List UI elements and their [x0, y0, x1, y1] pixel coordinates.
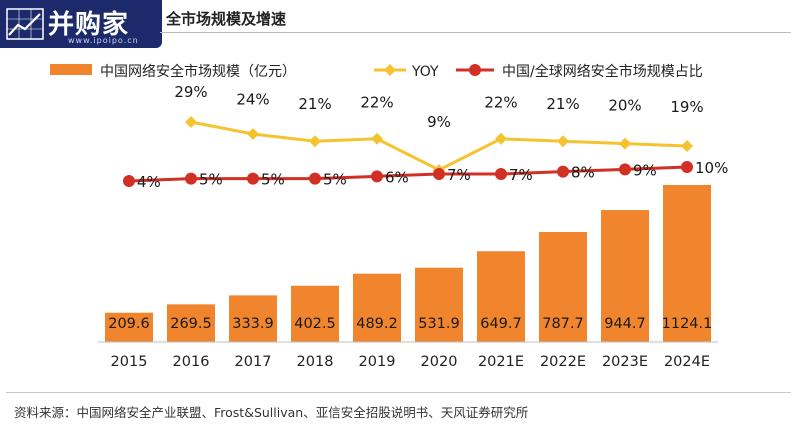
bar-value-label: 787.7	[542, 316, 584, 332]
share-marker	[185, 172, 197, 185]
share-value-label: 10%	[695, 159, 728, 177]
share-value-label: 9%	[633, 161, 657, 179]
yoy-marker	[371, 132, 383, 145]
share-marker	[371, 170, 383, 183]
bar	[415, 267, 463, 342]
yoy-marker	[557, 135, 569, 148]
x-tick-label: 2020	[421, 354, 458, 370]
share-value-label: 5%	[323, 171, 347, 189]
bar-value-label: 944.7	[604, 316, 646, 332]
bar	[353, 273, 401, 342]
yoy-value-label: 20%	[608, 96, 641, 114]
bar-value-label: 269.5	[170, 316, 212, 332]
legend-label-yoy: YOY	[411, 64, 439, 80]
logo-url: www.ipoipo.cn	[68, 36, 139, 45]
brand-logo: 并购家 www.ipoipo.cn	[0, 0, 162, 48]
yoy-marker	[495, 132, 507, 145]
bar-value-label: 649.7	[480, 316, 522, 332]
x-tick-label: 2022E	[540, 354, 586, 370]
bar-value-label: 333.9	[232, 316, 274, 332]
yoy-value-label: 9%	[427, 113, 451, 131]
share-value-label: 4%	[137, 173, 161, 191]
legend: 中国网络安全市场规模（亿元） YOY 中国/全球网络安全市场规模占比	[50, 63, 703, 80]
bar	[229, 295, 277, 342]
yoy-marker	[619, 137, 631, 150]
source-note: 资料来源：中国网络安全产业联盟、Frost&Sullivan、亚信安全招股说明书…	[14, 405, 529, 420]
legend-marker-share	[469, 64, 481, 76]
bar	[105, 312, 153, 342]
share-value-label: 5%	[261, 171, 285, 189]
legend-label-share: 中国/全球网络安全市场规模占比	[502, 63, 703, 80]
x-tick-label: 2024E	[664, 354, 710, 370]
legend-marker-yoy	[384, 64, 396, 76]
bar-value-label: 209.6	[108, 316, 150, 332]
footer-divider	[6, 392, 791, 393]
share-marker	[247, 172, 259, 185]
yoy-marker	[247, 128, 259, 140]
yoy-marker	[185, 116, 197, 128]
share-marker	[495, 168, 507, 180]
share-value-label: 6%	[385, 168, 409, 186]
bar-value-label: 489.2	[356, 316, 398, 332]
yoy-value-label: 22%	[484, 93, 517, 111]
bar-value-label: 1124.1	[662, 316, 713, 332]
share-marker	[557, 165, 569, 178]
title-divider	[160, 32, 791, 33]
x-tick-label: 2017	[235, 354, 272, 370]
share-marker	[433, 168, 445, 180]
bar	[539, 231, 587, 342]
x-tick-label: 2018	[297, 354, 334, 370]
yoy-value-label: 29%	[174, 83, 207, 101]
share-value-label: 8%	[571, 164, 595, 182]
x-tick-label: 2015	[111, 354, 148, 370]
bar	[167, 304, 215, 342]
bar-value-label: 531.9	[418, 316, 460, 332]
share-marker	[309, 172, 321, 185]
share-marker	[619, 163, 631, 176]
legend-label-bar: 中国网络安全市场规模（亿元）	[100, 63, 296, 80]
chart-logo-icon	[6, 8, 44, 40]
x-tick-label: 2019	[359, 354, 396, 370]
share-marker	[123, 175, 135, 187]
share-value-label: 7%	[447, 166, 471, 184]
x-tick-label: 2023E	[602, 354, 648, 370]
yoy-value-label: 24%	[236, 90, 269, 108]
bar-value-label: 402.5	[294, 316, 336, 332]
share-value-label: 5%	[199, 171, 223, 189]
yoy-value-label: 21%	[546, 95, 579, 113]
yoy-value-label: 22%	[360, 93, 393, 111]
x-tick-label: 2021E	[478, 354, 524, 370]
bar	[601, 210, 649, 342]
bar	[477, 251, 525, 342]
yoy-value-label: 21%	[298, 95, 331, 113]
share-marker	[681, 161, 693, 173]
legend-swatch-bar	[50, 64, 92, 75]
share-value-label: 7%	[509, 166, 533, 184]
logo-text: 并购家	[48, 10, 130, 40]
chart-title: 全市场规模及增速	[166, 10, 287, 28]
yoy-marker	[681, 140, 693, 152]
share-line	[128, 165, 688, 183]
bar	[663, 185, 711, 342]
x-tick-label: 2016	[173, 354, 210, 370]
bar	[291, 285, 339, 342]
yoy-marker	[309, 135, 321, 148]
yoy-value-label: 19%	[670, 98, 703, 116]
